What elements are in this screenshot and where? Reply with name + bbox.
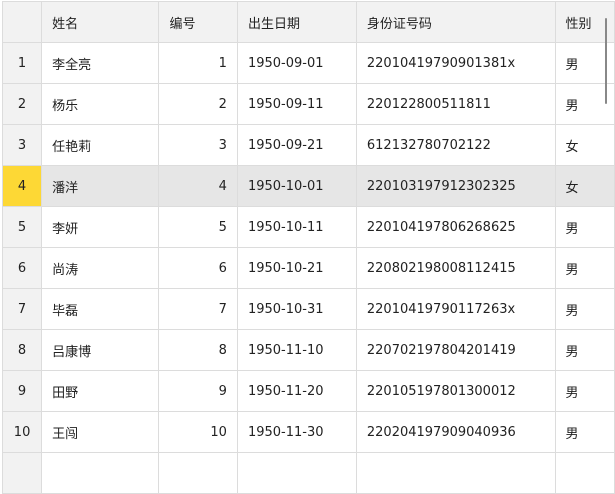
number-cell[interactable]: 1 xyxy=(158,42,238,84)
birth-date-cell[interactable]: 1950-09-21 xyxy=(236,124,357,166)
id-number-cell[interactable]: 220104197806268625 xyxy=(355,206,556,248)
id-number-cell[interactable]: 220802198008112415 xyxy=(355,247,556,289)
table-row[interactable]: 4 潘洋 4 1950-10-01 220103197912302325 女 xyxy=(1,165,615,207)
gender-cell[interactable]: 男 xyxy=(554,370,615,412)
number-cell[interactable]: 3 xyxy=(158,124,238,166)
birth-date-cell[interactable]: 1950-09-01 xyxy=(236,42,357,84)
gender-cell[interactable]: 男 xyxy=(554,247,615,289)
header-row: 姓名 编号 出生日期 身份证号码 性别 xyxy=(1,1,615,43)
birth-date-cell[interactable]: 1950-10-31 xyxy=(236,288,357,330)
birth-date-cell[interactable]: 1950-09-11 xyxy=(236,83,357,125)
column-header[interactable]: 编号 xyxy=(158,1,238,43)
gender-cell[interactable]: 男 xyxy=(554,83,615,125)
table-row[interactable]: 9 田野 9 1950-11-20 220105197801300012 男 xyxy=(1,370,615,412)
gender-cell[interactable]: 男 xyxy=(554,206,615,248)
gender-cell[interactable]: 女 xyxy=(554,124,615,166)
table-row[interactable]: 6 尚涛 6 1950-10-21 220802198008112415 男 xyxy=(1,247,615,289)
column-header[interactable]: 姓名 xyxy=(41,1,160,43)
name-cell[interactable]: 尚涛 xyxy=(41,247,160,289)
number-cell[interactable]: 10 xyxy=(158,411,238,453)
vertical-scrollbar[interactable] xyxy=(605,18,607,104)
table-row[interactable]: 10 王闯 10 1950-11-30 220204197909040936 男 xyxy=(1,411,615,453)
name-cell[interactable]: 王闯 xyxy=(41,411,160,453)
corner-header[interactable] xyxy=(1,1,43,43)
number-cell[interactable]: 4 xyxy=(158,165,238,207)
birth-date-cell[interactable]: 1950-10-01 xyxy=(236,165,357,207)
row-header[interactable]: 6 xyxy=(1,247,43,289)
name-cell[interactable]: 杨乐 xyxy=(41,83,160,125)
row-header[interactable]: 5 xyxy=(1,206,43,248)
birth-date-cell[interactable]: 1950-11-20 xyxy=(236,370,357,412)
name-cell[interactable]: 毕磊 xyxy=(41,288,160,330)
name-cell[interactable]: 任艳莉 xyxy=(41,124,160,166)
table-row[interactable]: 2 杨乐 2 1950-09-11 220122800511811 男 xyxy=(1,83,615,125)
birth-date-cell[interactable]: 1950-11-10 xyxy=(236,329,357,371)
id-number-cell[interactable]: 612132780702122 xyxy=(355,124,556,166)
id-number-cell[interactable]: 220103197912302325 xyxy=(355,165,556,207)
column-header[interactable]: 出生日期 xyxy=(236,1,357,43)
gender-cell[interactable]: 男 xyxy=(554,288,615,330)
id-number-cell[interactable]: 220122800511811 xyxy=(355,83,556,125)
name-cell[interactable]: 李全亮 xyxy=(41,42,160,84)
column-header[interactable]: 身份证号码 xyxy=(355,1,556,43)
name-cell[interactable]: 李妍 xyxy=(41,206,160,248)
number-cell[interactable]: 2 xyxy=(158,83,238,125)
row-header[interactable]: 9 xyxy=(1,370,43,412)
number-cell[interactable]: 5 xyxy=(158,206,238,248)
birth-date-cell[interactable]: 1950-10-21 xyxy=(236,247,357,289)
name-cell[interactable]: 吕康博 xyxy=(41,329,160,371)
id-number-cell[interactable]: 220105197801300012 xyxy=(355,370,556,412)
number-cell[interactable]: 8 xyxy=(158,329,238,371)
row-header[interactable]: 7 xyxy=(1,288,43,330)
number-cell[interactable]: 6 xyxy=(158,247,238,289)
row-header[interactable]: 3 xyxy=(1,124,43,166)
gender-cell[interactable]: 女 xyxy=(554,165,615,207)
birth-date-cell[interactable]: 1950-10-11 xyxy=(236,206,357,248)
id-number-cell[interactable]: 22010419790901381x xyxy=(355,42,556,84)
column-header[interactable]: 性别 xyxy=(554,1,615,43)
row-header[interactable]: 10 xyxy=(1,411,43,453)
id-number-cell[interactable]: 220204197909040936 xyxy=(355,411,556,453)
gender-cell[interactable]: 男 xyxy=(554,411,615,453)
row-header[interactable]: 8 xyxy=(1,329,43,371)
gender-cell[interactable]: 男 xyxy=(554,329,615,371)
table-row[interactable]: 3 任艳莉 3 1950-09-21 612132780702122 女 xyxy=(1,124,615,166)
table-row[interactable]: 1 李全亮 1 1950-09-01 22010419790901381x 男 xyxy=(1,42,615,84)
table-row[interactable]: 5 李妍 5 1950-10-11 220104197806268625 男 xyxy=(1,206,615,248)
name-cell[interactable]: 潘洋 xyxy=(41,165,160,207)
id-number-cell[interactable]: 22010419790117263x xyxy=(355,288,556,330)
row-header[interactable]: 2 xyxy=(1,83,43,125)
table-row[interactable]: 8 吕康博 8 1950-11-10 220702197804201419 男 xyxy=(1,329,615,371)
table-row[interactable]: 7 毕磊 7 1950-10-31 22010419790117263x 男 xyxy=(1,288,615,330)
row-header[interactable]: 4 xyxy=(1,165,43,207)
name-cell[interactable]: 田野 xyxy=(41,370,160,412)
gender-cell[interactable]: 男 xyxy=(554,42,615,84)
number-cell[interactable]: 7 xyxy=(158,288,238,330)
number-cell[interactable]: 9 xyxy=(158,370,238,412)
birth-date-cell[interactable]: 1950-11-30 xyxy=(236,411,357,453)
row-header[interactable]: 1 xyxy=(1,42,43,84)
id-number-cell[interactable]: 220702197804201419 xyxy=(355,329,556,371)
